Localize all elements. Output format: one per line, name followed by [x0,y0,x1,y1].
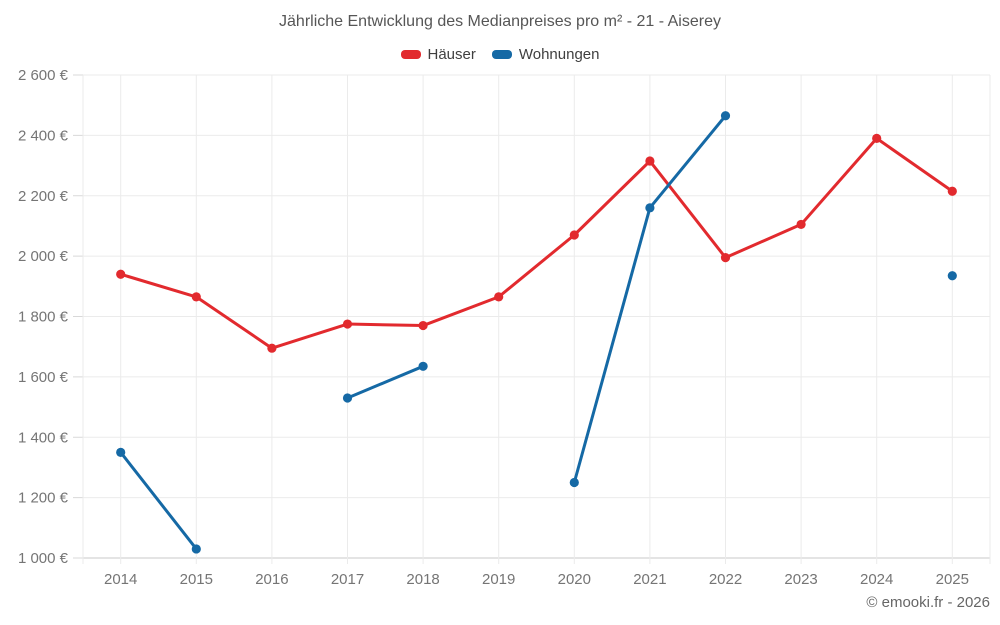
svg-text:2023: 2023 [784,571,817,588]
svg-text:1 800 €: 1 800 € [18,309,69,326]
legend-label: Wohnungen [518,46,600,63]
svg-text:2014: 2014 [104,571,137,588]
svg-text:2 200 €: 2 200 € [18,188,69,205]
svg-text:2025: 2025 [936,571,969,588]
svg-text:2024: 2024 [860,571,893,588]
svg-text:2 600 €: 2 600 € [18,67,69,84]
svg-text:1 000 €: 1 000 € [18,550,69,567]
svg-text:2016: 2016 [255,571,288,588]
legend-swatch [400,50,421,59]
svg-text:2 400 €: 2 400 € [18,127,69,144]
chart-title: Jährliche Entwicklung des Medianpreises … [279,13,721,30]
svg-text:2018: 2018 [406,571,439,588]
svg-text:1 400 €: 1 400 € [18,429,69,446]
svg-text:2021: 2021 [633,571,666,588]
copyright-footer: © emooki.fr - 2026 [866,594,990,611]
svg-text:2017: 2017 [331,571,364,588]
legend-item-haeuser[interactable]: Häuser [400,46,476,63]
legend-swatch [491,50,512,59]
legend-label: Häuser [427,46,476,63]
svg-text:2019: 2019 [482,571,515,588]
svg-text:2 000 €: 2 000 € [18,248,69,265]
legend-item-wohnungen[interactable]: Wohnungen [491,46,600,63]
svg-text:2020: 2020 [558,571,591,588]
svg-text:1 600 €: 1 600 € [18,369,69,386]
svg-text:1 200 €: 1 200 € [18,490,69,507]
legend: Häuser Wohnungen [0,46,1000,63]
svg-text:2015: 2015 [180,571,213,588]
svg-text:2022: 2022 [709,571,742,588]
